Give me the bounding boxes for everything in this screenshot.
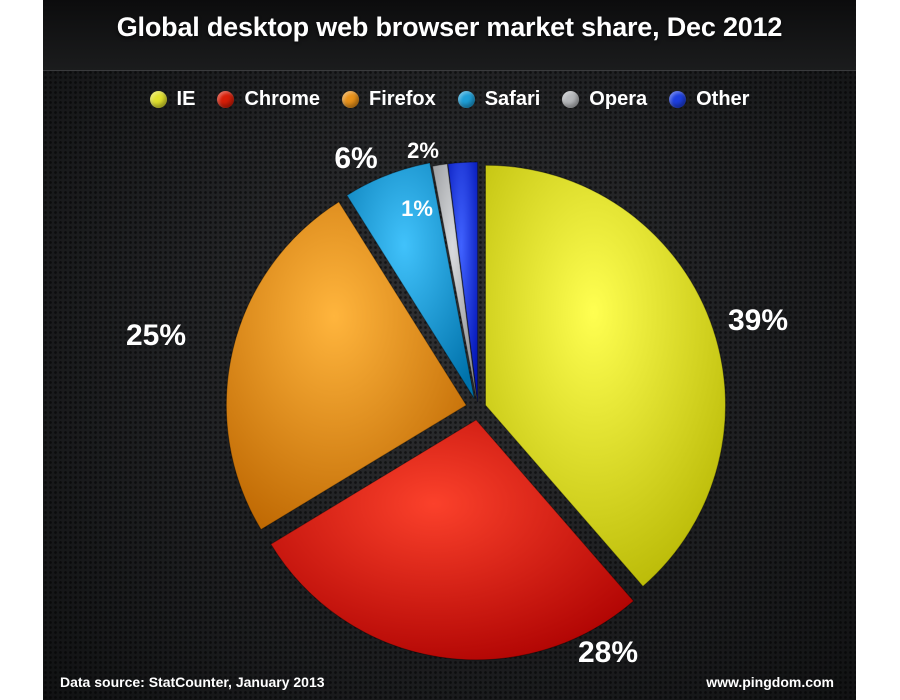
pie-slice-opera [431,163,478,403]
credit-link[interactable]: www.pingdom.com [706,674,834,690]
legend-label-safari: Safari [484,88,541,110]
pie-slice-other [447,161,479,403]
chart-title: Global desktop web browser market share,… [116,12,783,42]
legend-item-opera: Opera [562,88,647,111]
pie-chart: 39% 28% 25% 6% 1% 2% [126,138,788,669]
pie-slice-safari [346,162,475,399]
slice-label-opera: 1% [401,196,433,221]
pie-slice-firefox [225,201,468,531]
legend-swatch-safari [457,91,475,108]
slice-label-safari: 6% [334,142,377,175]
slice-label-chrome: 28% [578,636,638,669]
legend-label-firefox: Firefox [369,88,436,110]
legend-swatch-other [669,91,687,108]
legend-label-other: Other [696,88,750,110]
legend-item-firefox: Firefox [342,88,436,111]
data-source-note: Data source: StatCounter, January 2013 [60,674,325,690]
legend-item-ie: IE [149,88,196,111]
slice-label-firefox: 25% [126,319,186,352]
legend-label-chrome: Chrome [244,88,321,110]
slice-label-other: 2% [407,138,439,163]
legend: IE Chrome Firefox Safari Opera Other [43,88,856,111]
pie-slice-ie [484,164,726,588]
legend-item-other: Other [669,88,749,111]
legend-swatch-opera [562,91,580,108]
legend-label-opera: Opera [589,88,648,110]
legend-swatch-ie [149,91,167,108]
legend-label-ie: IE [176,88,196,110]
legend-item-safari: Safari [457,88,541,111]
title-bar [43,0,856,71]
legend-item-chrome: Chrome [217,88,320,111]
slice-label-ie: 39% [728,304,788,337]
pie-slice-chrome [270,419,635,661]
chart-canvas: Global desktop web browser market share,… [43,0,856,700]
legend-swatch-chrome [217,91,235,108]
legend-swatch-firefox [342,91,360,108]
